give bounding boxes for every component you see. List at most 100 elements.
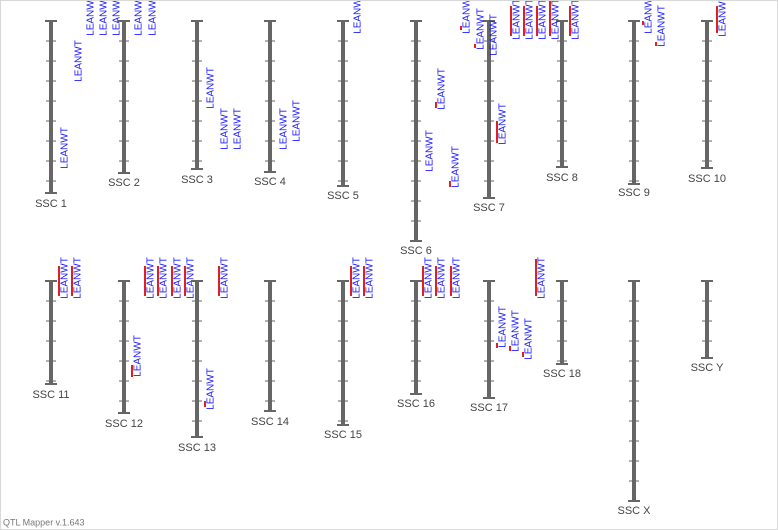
- qtl-label: LEANWT: [437, 68, 448, 110]
- qtl-label: LEANWT: [159, 257, 170, 299]
- qtl-interval: [510, 6, 512, 36]
- qtl-interval: [218, 266, 220, 296]
- qtl-label: LEANWT: [220, 257, 231, 299]
- qtl-interval: [144, 266, 146, 296]
- chromosome-label: SSC 11: [32, 389, 69, 401]
- chromosome-label: SSC 13: [178, 442, 216, 454]
- chromosome-label: SSC 15: [324, 429, 362, 441]
- qtl-interval: [58, 266, 60, 296]
- qtl-interval: [523, 6, 525, 36]
- qtl-interval: [655, 42, 657, 46]
- qtl-interval: [569, 6, 571, 36]
- qtl-label: LEANWT: [206, 368, 217, 410]
- qtl-interval: [496, 121, 498, 143]
- qtl-label: LEANWT: [537, 257, 548, 299]
- qtl-label: LEANWT: [148, 1, 159, 36]
- qtl-interval: [549, 1, 551, 36]
- chromosome-label: SSC X: [617, 505, 651, 517]
- qtl-interval: [184, 266, 186, 296]
- qtl-label: LEANWT: [437, 257, 448, 299]
- qtl-interval: [71, 266, 73, 296]
- qtl-label: LEANWT: [352, 257, 363, 299]
- qtl-label: LEANWT: [134, 1, 145, 36]
- qtl-interval: [363, 266, 365, 296]
- chromosome-label: SSC 9: [618, 187, 650, 199]
- qtl-label: LEANWT: [511, 310, 522, 352]
- qtl-interval: [350, 266, 352, 296]
- qtl-label: LEANWT: [498, 103, 509, 145]
- qtl-label: LEANWT: [462, 1, 473, 34]
- qtl-label: LEANWT: [73, 257, 84, 299]
- footer: QTL Mapper v.1.643: [3, 517, 85, 527]
- qtl-label: LEANWT: [525, 1, 536, 40]
- qtl-interval: [509, 346, 511, 351]
- qtl-interval: [204, 401, 206, 407]
- qtl-label: LEANWT: [99, 1, 110, 36]
- qtl-interval: [435, 266, 437, 296]
- qtl-label: LEANWT: [220, 108, 231, 150]
- qtl-label: LEANWT: [476, 8, 487, 50]
- qtl-label: LEANWT: [524, 318, 535, 360]
- qtl-label: LEANWT: [365, 257, 376, 299]
- qtl-interval: [450, 266, 452, 296]
- qtl-interval: [536, 6, 538, 36]
- chromosome-label: SSC 17: [470, 402, 508, 414]
- qtl-label: LEANWT: [498, 306, 509, 348]
- chromosome-label: SSC 1: [35, 198, 67, 210]
- qtl-interval: [449, 181, 451, 187]
- qtl-label: LEANWT: [279, 108, 290, 150]
- qtl-label: LEANWT: [173, 257, 184, 299]
- qtl-label: LEANWT: [718, 1, 729, 37]
- chromosome-label: SSC 5: [327, 190, 359, 202]
- qtl-label: LEANWT: [451, 146, 462, 188]
- chromosome-label: SSC 2: [108, 177, 140, 189]
- qtl-label: LEANWT: [60, 127, 71, 169]
- chromosome-label: SSC 16: [397, 398, 435, 410]
- qtl-interval: [157, 266, 159, 296]
- chromosome-label: SSC 7: [473, 202, 505, 214]
- qtl-interval: [171, 266, 173, 296]
- qtl-interval: [474, 44, 476, 48]
- qtl-label: LEANWT: [86, 1, 97, 36]
- qtl-label: LEANWT: [353, 1, 364, 34]
- qtl-interval: [131, 365, 133, 377]
- qtl-label: LEANWT: [146, 257, 157, 299]
- qtl-label: LEANWT: [60, 257, 71, 299]
- chromosome-label: SSC 4: [254, 176, 286, 188]
- qtl-interval: [435, 102, 437, 108]
- qtl-label: LEANWT: [292, 100, 303, 142]
- qtl-label: LEANWT: [512, 1, 523, 40]
- chromosome-label: SSC 12: [105, 418, 143, 430]
- qtl-label: LEANWT: [571, 1, 582, 40]
- qtl-label: LEANWT: [74, 40, 85, 82]
- qtl-label: LEANWT: [452, 257, 463, 299]
- qtl-interval: [522, 352, 524, 357]
- qtl-interval: [535, 259, 537, 296]
- chromosome-label: SSC 14: [251, 416, 289, 428]
- qtl-label: LEANWT: [551, 1, 562, 40]
- qtl-label: LEANWT: [425, 130, 436, 172]
- chromosome-label: SSC 8: [546, 172, 578, 184]
- qtl-label: LEANWT: [538, 1, 549, 40]
- chromosome-label: SSC Y: [691, 362, 724, 374]
- chromosome-label: SSC 6: [400, 245, 432, 257]
- qtl-interval: [716, 6, 718, 33]
- qtl-label: LEANWT: [112, 1, 123, 36]
- qtl-label: LEANWT: [489, 14, 500, 56]
- qtl-label: LEANWT: [206, 67, 217, 109]
- qtl-label: LEANWT: [657, 5, 668, 47]
- chromosome-label: SSC 3: [181, 174, 213, 186]
- qtl-interval: [460, 26, 462, 30]
- qtl-interval: [496, 343, 498, 348]
- qtl-label: LEANWT: [133, 335, 144, 377]
- qtl-label: LEANWT: [644, 1, 655, 34]
- chromosome-label: SSC 18: [543, 368, 581, 380]
- chromosome-label: SSC 10: [688, 173, 726, 185]
- qtl-label: LEANWT: [186, 257, 197, 299]
- qtl-interval: [422, 266, 424, 296]
- qtl-interval: [642, 21, 644, 25]
- qtl-label: LEANWT: [424, 257, 435, 299]
- qtl-label: LEANWT: [233, 108, 244, 150]
